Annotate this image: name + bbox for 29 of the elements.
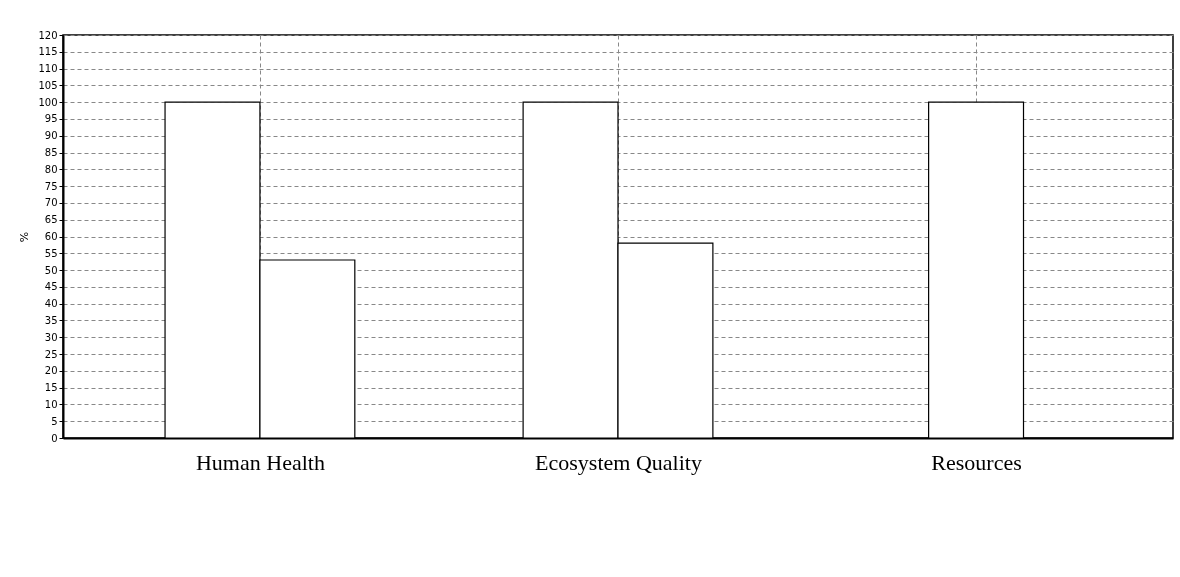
y-tick-label: 95 bbox=[44, 113, 58, 125]
y-tick-label: 20 bbox=[44, 365, 58, 377]
y-tick-label: 85 bbox=[44, 147, 58, 159]
y-tick-label: 40 bbox=[44, 298, 58, 310]
y-tick-label: 5 bbox=[51, 415, 58, 427]
y-tick-label: 105 bbox=[38, 79, 58, 91]
y-tick-label: 10 bbox=[44, 398, 58, 410]
y-axis-title: % bbox=[18, 231, 32, 243]
x-tick-label: Ecosystem Quality bbox=[535, 449, 702, 475]
y-tick-label: 75 bbox=[44, 180, 58, 192]
y-tick-label: 115 bbox=[38, 46, 58, 58]
y-tick-label: 100 bbox=[38, 96, 58, 108]
x-tick-label: Resources bbox=[931, 449, 1022, 475]
y-tick-label: 60 bbox=[44, 231, 58, 242]
y-tick-label: 90 bbox=[44, 130, 58, 142]
y-tick-label: 35 bbox=[44, 314, 58, 326]
y-tick-label: 50 bbox=[44, 264, 58, 276]
y-tick-label: 30 bbox=[44, 331, 58, 343]
y-tick-label: 45 bbox=[44, 281, 58, 293]
y-tick-label: 15 bbox=[44, 382, 58, 394]
y-tick-label: 0 bbox=[51, 432, 58, 444]
y-tick-label: 120 bbox=[38, 29, 58, 41]
y-tick-label: 80 bbox=[44, 163, 58, 175]
y-tick-label: 110 bbox=[38, 63, 58, 75]
y-tick-label: 70 bbox=[44, 197, 58, 209]
y-tick-label: 55 bbox=[44, 247, 58, 259]
y-tick-label: 25 bbox=[44, 348, 58, 360]
y-tick-label: 65 bbox=[44, 214, 58, 226]
x-tick-label: Human Health bbox=[195, 449, 325, 475]
